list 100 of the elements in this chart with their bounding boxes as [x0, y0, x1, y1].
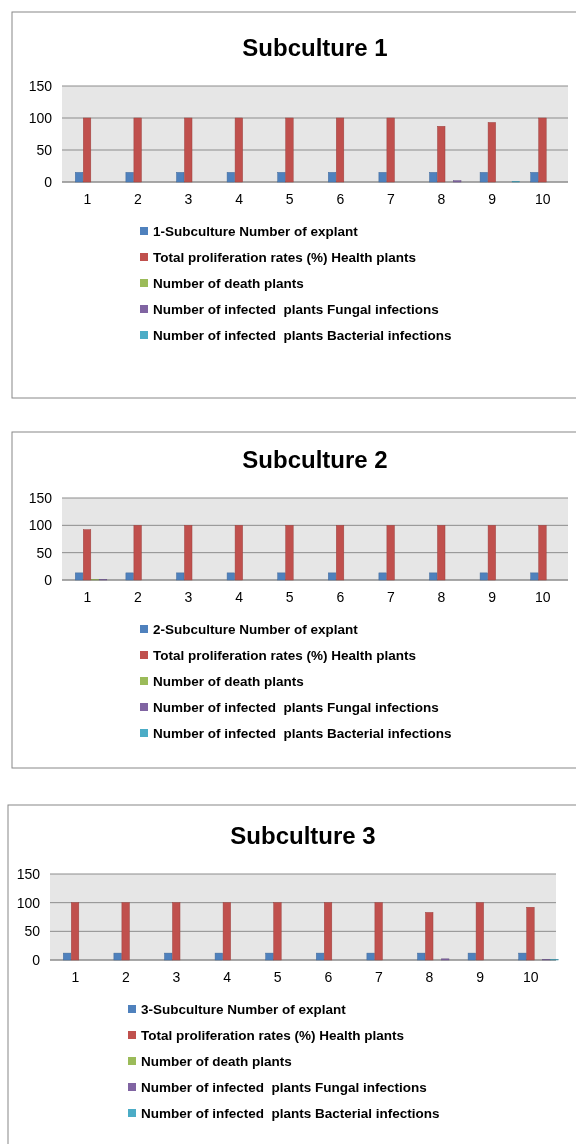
- bar: [125, 572, 134, 581]
- x-tick-label: 4: [223, 969, 232, 985]
- y-tick-label: 0: [32, 951, 41, 968]
- bar: [277, 172, 286, 183]
- x-tick-label: 6: [324, 969, 333, 985]
- bar: [374, 902, 383, 961]
- x-tick-label: 10: [522, 969, 539, 985]
- bar: [113, 952, 122, 961]
- bar: [336, 525, 345, 581]
- legend-label: Number of death plants: [141, 1053, 292, 1069]
- bar: [437, 525, 446, 581]
- x-tick-label: 10: [534, 191, 551, 207]
- x-tick-label: 3: [172, 969, 181, 985]
- bar: [386, 525, 395, 581]
- x-tick-label: 8: [425, 969, 434, 985]
- legend-label: Number of infected plants Bacterial infections: [153, 327, 452, 343]
- bar: [273, 902, 282, 961]
- x-tick-label: 5: [273, 969, 282, 985]
- bar: [316, 952, 325, 961]
- y-tick-label: 150: [16, 865, 41, 882]
- legend-label: Number of infected plants Bacterial infections: [141, 1105, 440, 1121]
- y-tick-label: 100: [16, 894, 41, 911]
- bar: [328, 572, 337, 581]
- legend-label: Number of death plants: [153, 673, 304, 689]
- legend-label: Number of infected plants Bacterial infections: [153, 725, 452, 741]
- x-tick-label: 7: [375, 969, 383, 985]
- bar: [226, 572, 235, 581]
- bar: [277, 572, 286, 581]
- x-tick-label: 5: [285, 191, 294, 207]
- x-tick-label: 9: [488, 191, 497, 207]
- bar: [176, 172, 185, 183]
- x-tick-label: 3: [184, 589, 193, 605]
- bar: [475, 902, 484, 961]
- bar: [479, 172, 488, 183]
- x-tick-label: 4: [235, 589, 244, 605]
- bar: [336, 117, 345, 183]
- x-tick-label: 2: [134, 589, 142, 605]
- bar: [83, 529, 92, 581]
- x-tick-label: 1: [83, 191, 92, 207]
- x-tick-label: 2: [122, 969, 130, 985]
- y-tick-label: 50: [36, 544, 53, 561]
- bar: [226, 172, 235, 183]
- y-tick-label: 150: [28, 489, 53, 506]
- bar: [437, 126, 446, 183]
- legend-label: Total proliferation rates (%) Health plants: [141, 1027, 405, 1043]
- x-tick-label: 7: [387, 191, 395, 207]
- legend-label: Total proliferation rates (%) Health plants: [153, 249, 417, 265]
- legend-label: Number of death plants: [153, 275, 304, 291]
- bar: [176, 572, 185, 581]
- x-tick-label: 2: [134, 191, 142, 207]
- chart-title: Subculture 2: [242, 446, 388, 473]
- bar: [133, 117, 142, 183]
- y-tick-label: 0: [44, 173, 53, 190]
- bar: [324, 902, 333, 961]
- x-tick-label: 5: [285, 589, 294, 605]
- bar: [328, 172, 337, 183]
- x-tick-label: 9: [488, 589, 497, 605]
- bar: [417, 952, 426, 961]
- legend-label: 1-Subculture Number of explant: [153, 223, 359, 239]
- x-tick-label: 7: [387, 589, 395, 605]
- bar: [366, 952, 375, 961]
- chart-title: Subculture 3: [230, 822, 376, 849]
- bar: [214, 952, 223, 961]
- bar: [172, 902, 181, 961]
- bar: [378, 172, 387, 183]
- bar: [121, 902, 130, 961]
- bar: [75, 172, 84, 183]
- y-tick-label: 100: [28, 109, 53, 126]
- bar: [429, 172, 438, 183]
- bar: [234, 117, 243, 183]
- legend-label: 2-Subculture Number of explant: [153, 621, 359, 637]
- bar: [265, 952, 274, 961]
- x-tick-label: 3: [184, 191, 193, 207]
- bar: [83, 117, 92, 183]
- x-tick-label: 4: [235, 191, 244, 207]
- bar: [184, 117, 193, 183]
- chart-title: Subculture 1: [242, 34, 388, 61]
- bar: [425, 912, 434, 961]
- bar: [234, 525, 243, 581]
- x-tick-label: 8: [437, 191, 446, 207]
- bar: [518, 952, 527, 961]
- bar: [526, 907, 535, 961]
- y-tick-label: 150: [28, 77, 53, 94]
- x-tick-label: 10: [534, 589, 551, 605]
- x-tick-label: 6: [336, 191, 345, 207]
- bar: [530, 172, 539, 183]
- bar: [125, 172, 134, 183]
- legend-label: Total proliferation rates (%) Health plants: [153, 647, 417, 663]
- y-tick-label: 0: [44, 571, 53, 588]
- bar: [71, 902, 80, 961]
- bar: [530, 572, 539, 581]
- bar: [487, 122, 496, 183]
- legend-label: Number of infected plants Fungal infections: [153, 301, 439, 317]
- bar: [538, 525, 547, 581]
- y-tick-label: 50: [24, 923, 41, 940]
- bar: [63, 952, 72, 961]
- bar: [429, 572, 438, 581]
- legend-label: Number of infected plants Fungal infections: [141, 1079, 427, 1095]
- bar: [75, 572, 84, 581]
- x-tick-label: 8: [437, 589, 446, 605]
